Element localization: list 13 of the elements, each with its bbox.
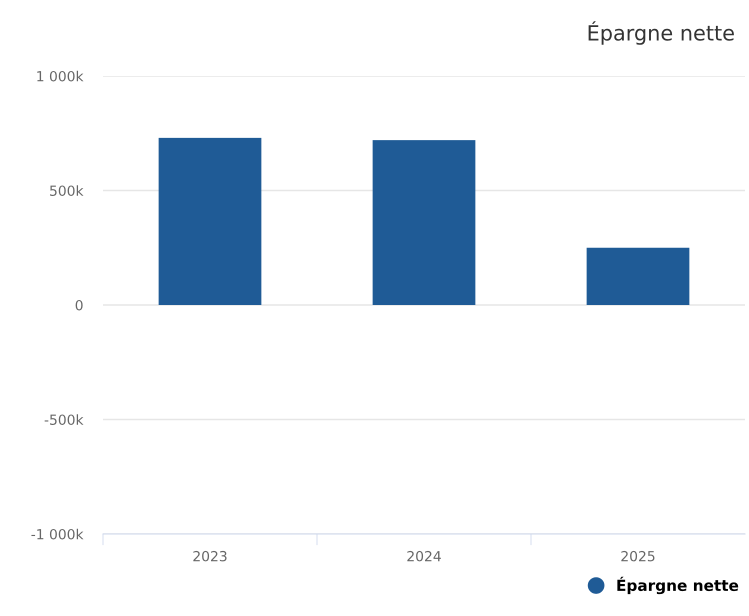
y-tick-label: 1 000k [37,70,84,82]
x-tick-label: 2025 [621,550,654,562]
bar [158,138,262,305]
y-tick-label: -500k [44,414,84,425]
y-tick-label: 500k [50,185,84,196]
bar [372,140,476,305]
x-tick-label: 2024 [407,550,441,562]
bar [586,248,690,305]
y-tick-label: -1 000k [31,528,84,540]
chart-title: Épargne nette [588,21,734,45]
y-tick-label: 0 [76,300,83,310]
x-tick-label: 2023 [193,550,227,562]
legend-label: Épargne nette [617,576,738,594]
